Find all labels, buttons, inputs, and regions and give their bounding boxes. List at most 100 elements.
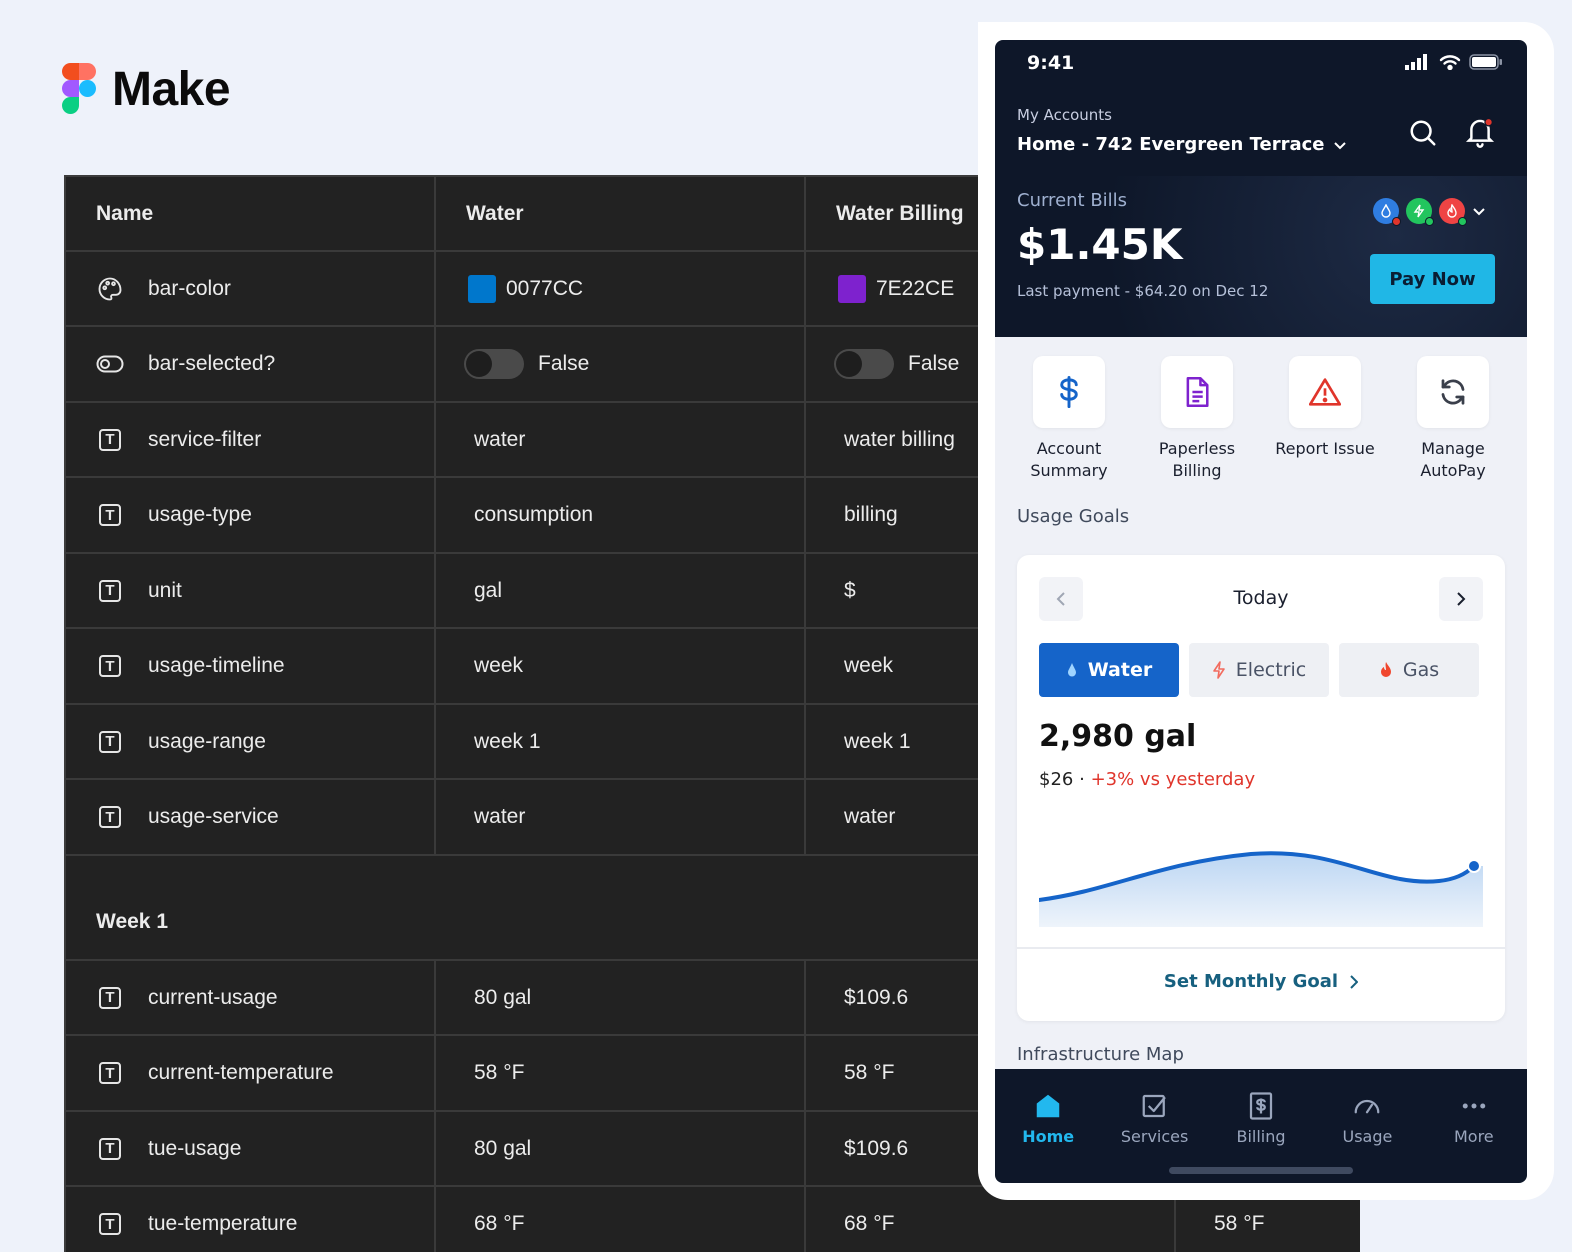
bottom-tab-bar: Home Services Billing Usage More <box>995 1069 1527 1183</box>
variable-value: False <box>538 352 590 375</box>
tab-home[interactable]: Home <box>995 1069 1101 1183</box>
usage-goals-card: Today Water Electric Gas 2,980 gal $26 ·… <box>1017 555 1505 1021</box>
bills-label: Current Bills <box>1017 190 1128 211</box>
tab-services[interactable]: Services <box>1101 1069 1207 1183</box>
paperless-billing-action[interactable]: Paperless Billing <box>1138 356 1256 482</box>
bell-icon[interactable] <box>1465 116 1495 148</box>
current-bills-card: Current Bills $1.45K Last payment - $64.… <box>995 176 1527 337</box>
next-day-button[interactable] <box>1439 577 1483 621</box>
header-name[interactable]: Name <box>66 177 436 250</box>
text-icon: T <box>96 426 124 454</box>
period-label: Today <box>1233 587 1289 609</box>
variable-value[interactable]: 58 °F <box>436 1036 806 1110</box>
chart-area <box>1039 853 1483 927</box>
section-title[interactable]: Week 1 <box>96 909 168 933</box>
text-icon: T <box>96 1059 124 1087</box>
mobile-app-preview: 9:41 My Accounts Home - 742 Evergreen Te… <box>995 40 1527 1183</box>
service-selector[interactable] <box>1373 198 1486 226</box>
pay-now-button[interactable]: Pay Now <box>1370 254 1495 304</box>
action-label: Report Issue <box>1275 439 1375 458</box>
variable-name: service-filter <box>148 427 262 451</box>
variable-name: bar-color <box>148 276 231 300</box>
action-label: Account Summary <box>1030 439 1108 480</box>
variable-value[interactable]: 68 °F <box>436 1187 806 1252</box>
header-water[interactable]: Water <box>436 177 806 250</box>
usage-value: 2,980 gal <box>1039 719 1197 754</box>
group-section[interactable]: Week 1 <box>66 856 1360 961</box>
chart-current-point <box>1467 859 1481 873</box>
variable-name: unit <box>148 578 182 602</box>
variable-value[interactable]: gal <box>436 554 806 627</box>
manage-autopay-action[interactable]: Manage AutoPay <box>1394 356 1512 482</box>
app-logo: Make <box>62 62 231 117</box>
tab-electric[interactable]: Electric <box>1189 643 1329 697</box>
toggle-icon <box>96 350 124 378</box>
tab-billing[interactable]: Billing <box>1208 1069 1314 1183</box>
variable-value[interactable]: 0077CC <box>506 276 584 300</box>
bills-amount: $1.45K <box>1017 220 1183 269</box>
divider <box>1017 947 1505 949</box>
variable-value[interactable]: water <box>436 403 806 476</box>
variable-value[interactable]: water <box>436 780 806 854</box>
variable-value[interactable]: 68 °F <box>806 1187 1176 1252</box>
text-icon: T <box>96 984 124 1012</box>
variable-value[interactable]: 80 gal <box>436 961 806 1034</box>
table-row[interactable]: bar-color 0077CC 7E22CE <box>66 252 1360 327</box>
text-icon: T <box>96 577 124 605</box>
variable-name: usage-timeline <box>148 654 285 677</box>
tab-label: Water <box>1087 659 1153 681</box>
variable-value[interactable]: 58 °F <box>1214 1212 1265 1235</box>
account-label: My Accounts <box>1017 106 1112 124</box>
service-tabs: Water Electric Gas <box>1039 643 1479 697</box>
previous-day-button[interactable] <box>1039 577 1083 621</box>
chevron-down-icon <box>1473 208 1485 216</box>
lightning-icon <box>1212 661 1225 679</box>
text-icon: T <box>96 803 124 831</box>
variable-name: usage-type <box>148 503 252 526</box>
action-label: Manage AutoPay <box>1420 439 1486 480</box>
usage-delta: +3% vs yesterday <box>1090 769 1256 790</box>
water-drop-icon <box>1067 663 1076 677</box>
tab-label: Usage <box>1342 1127 1393 1146</box>
report-issue-action[interactable]: Report Issue <box>1266 356 1384 482</box>
table-row[interactable]: bar-selected? False False <box>66 327 1360 403</box>
boolean-toggle[interactable] <box>834 349 894 379</box>
separator: · <box>1079 769 1085 790</box>
wifi-icon <box>1439 55 1461 70</box>
tab-usage[interactable]: Usage <box>1314 1069 1420 1183</box>
variable-value[interactable]: week <box>436 629 806 703</box>
text-icon: T <box>96 1210 124 1238</box>
color-swatch[interactable] <box>838 274 866 303</box>
variable-value[interactable]: consumption <box>436 478 806 552</box>
variable-name: usage-range <box>148 729 266 753</box>
variable-name: tue-usage <box>148 1136 242 1160</box>
more-icon <box>1462 1103 1486 1109</box>
account-selector[interactable]: Home - 742 Evergreen Terrace <box>1017 134 1347 155</box>
usage-trend-chart <box>1039 851 1483 927</box>
variable-value[interactable]: 80 gal <box>436 1112 806 1185</box>
tab-more[interactable]: More <box>1421 1069 1527 1183</box>
chevron-right-icon <box>1457 592 1466 606</box>
variable-value[interactable]: week 1 <box>436 705 806 778</box>
account-summary-action[interactable]: Account Summary <box>1010 356 1128 482</box>
boolean-toggle[interactable] <box>464 349 524 379</box>
set-monthly-goal-link[interactable]: Set Monthly Goal <box>1017 971 1505 992</box>
variable-name: bar-selected? <box>148 352 276 375</box>
tab-water[interactable]: Water <box>1039 643 1179 697</box>
usage-goals-title: Usage Goals <box>1017 506 1130 527</box>
flame-icon <box>1380 662 1391 677</box>
search-icon[interactable] <box>1408 118 1438 148</box>
tab-label: Home <box>1022 1127 1075 1146</box>
color-swatch[interactable] <box>468 274 496 303</box>
tab-gas[interactable]: Gas <box>1339 643 1479 697</box>
tab-label: Billing <box>1236 1127 1286 1146</box>
variable-value[interactable]: 7E22CE <box>876 276 955 300</box>
text-icon: T <box>96 501 124 529</box>
